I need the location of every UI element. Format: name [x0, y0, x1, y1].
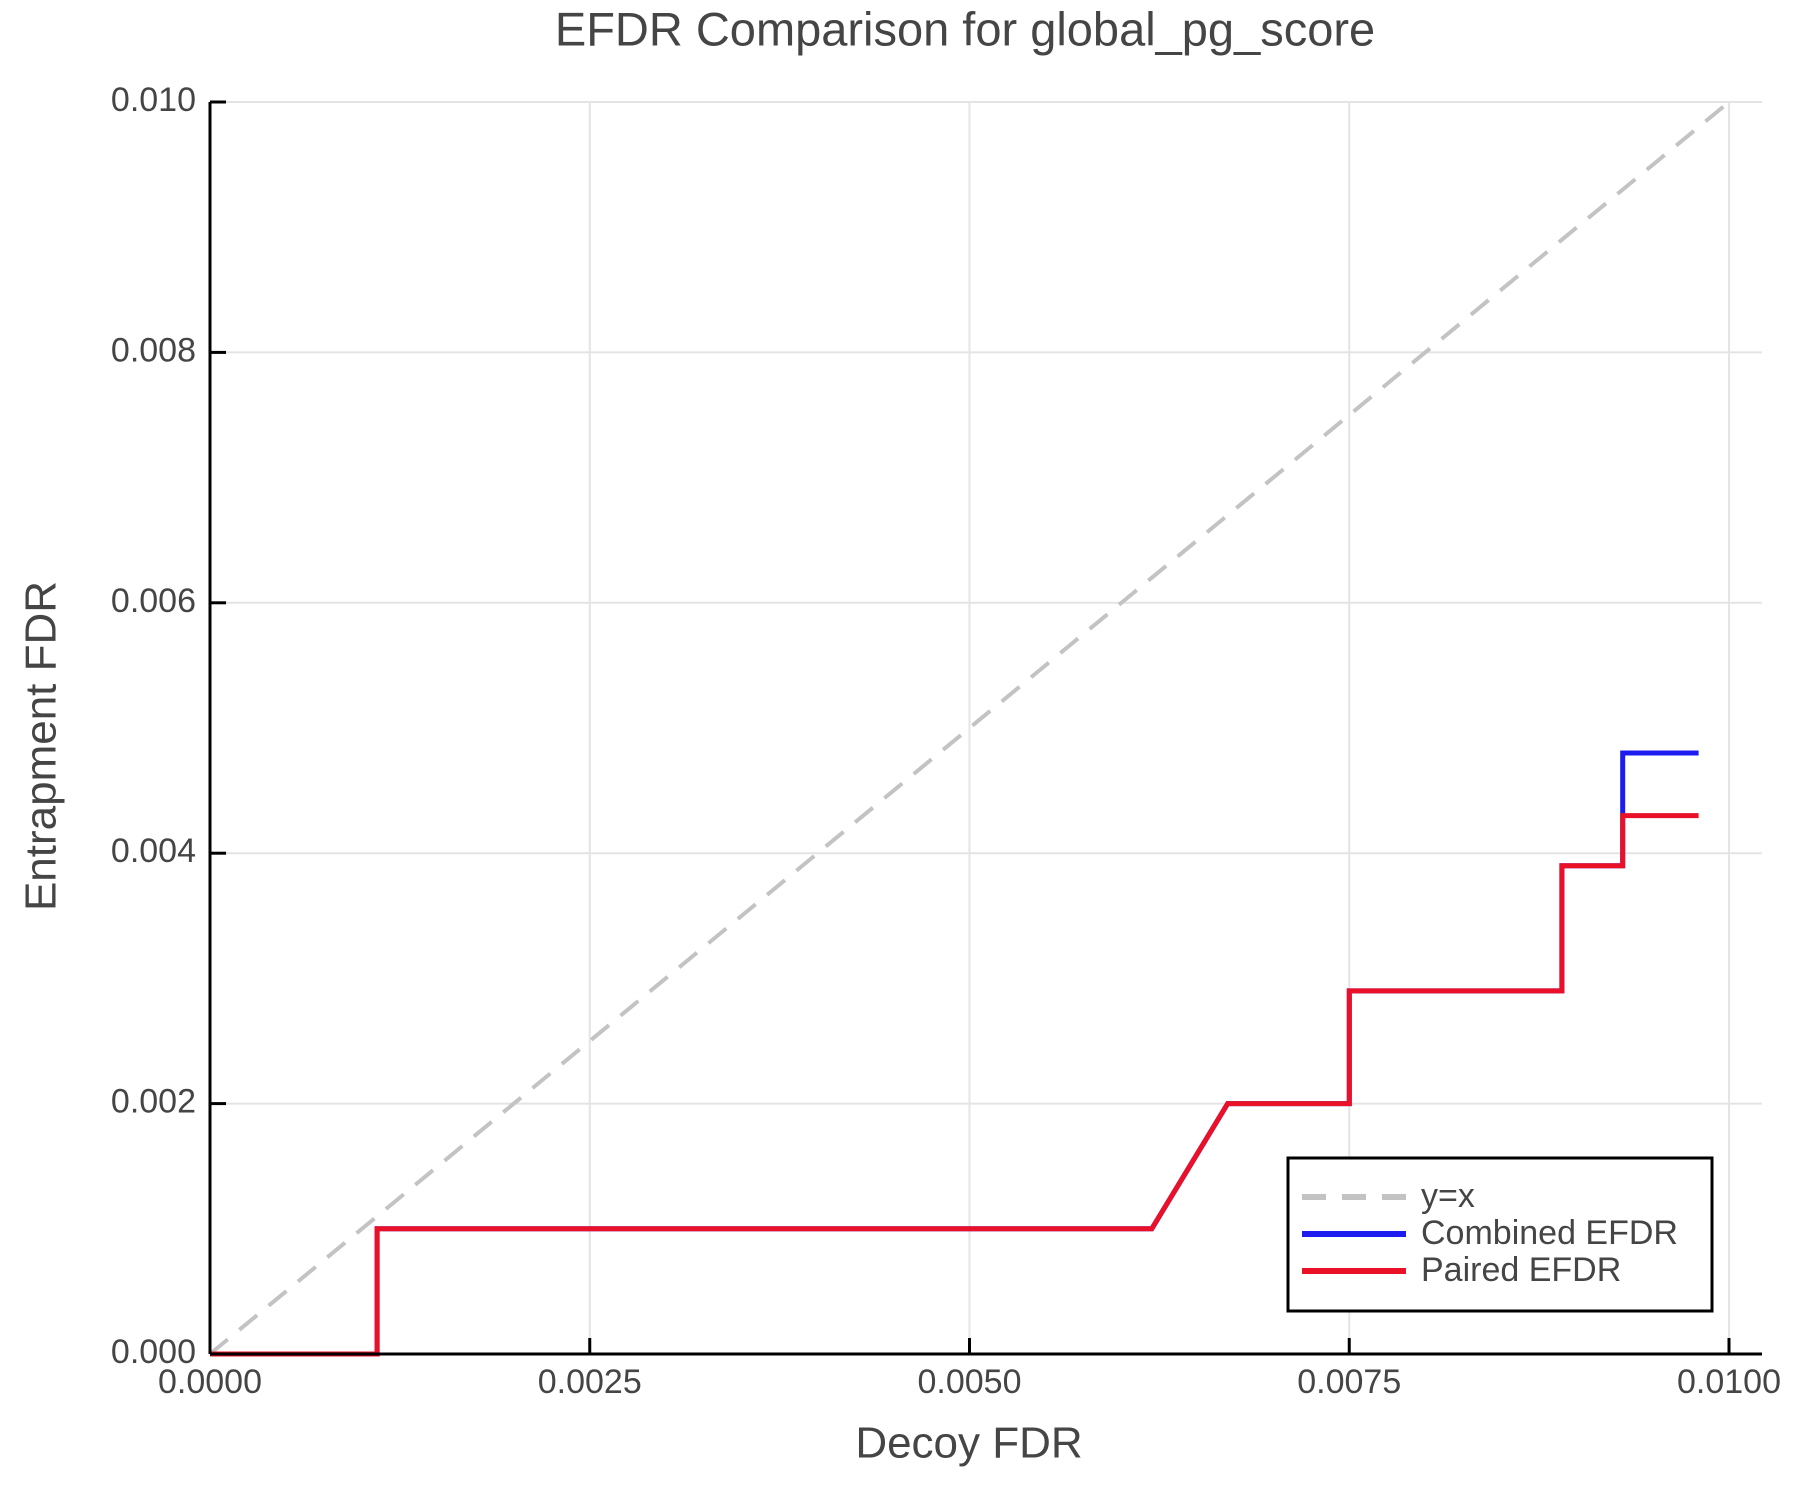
x-tick-label: 0.0050 [918, 1363, 1022, 1401]
y-tick-label: 0.002 [111, 1083, 196, 1121]
y-tick-label: 0.008 [111, 331, 196, 369]
legend-label: Combined EFDR [1421, 1214, 1678, 1252]
y-tick-label: 0.004 [111, 832, 196, 870]
series-layer [208, 100, 1731, 1357]
x-tick-label: 0.0000 [158, 1363, 262, 1401]
legend-label: Paired EFDR [1421, 1251, 1621, 1289]
x-tick-label: 0.0025 [538, 1363, 642, 1401]
chart-title: EFDR Comparison for global_pg_score [555, 2, 1375, 55]
y-tick-label: 0.000 [111, 1333, 196, 1371]
y-axis-label: Entrapment FDR [17, 581, 66, 911]
series-line-paired-efdr [210, 813, 1699, 1357]
y-tick-label: 0.006 [111, 582, 196, 620]
axis-layer: 0.0000 0.0025 0.0050 0.0075 0.0100 0.000 0.002… [111, 81, 1781, 1401]
grid-layer [210, 101, 1762, 1354]
series-line-y-x [208, 100, 1731, 1356]
x-axis-label: Decoy FDR [855, 1419, 1082, 1468]
x-tick-label: 0.0075 [1297, 1363, 1401, 1401]
legend-label: y=x [1421, 1177, 1475, 1215]
x-tick-label: 0.0100 [1677, 1363, 1781, 1401]
y-tick-label: 0.010 [111, 81, 196, 119]
